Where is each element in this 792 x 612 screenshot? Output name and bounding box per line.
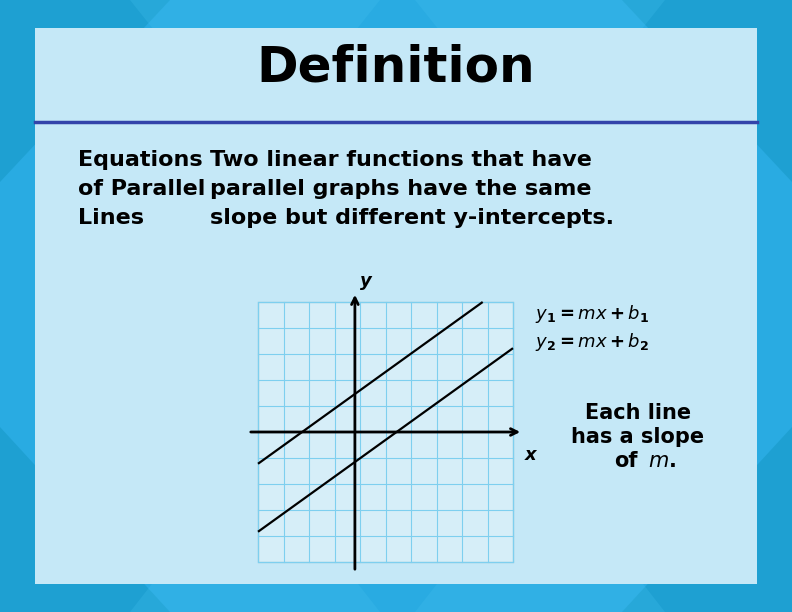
Text: $\bf{\mathit{y}}_{\bf{2}} = \bf{\mathit{mx}} + \bf{\mathit{b}}_{\bf{2}}$: $\bf{\mathit{y}}_{\bf{2}} = \bf{\mathit{… (535, 331, 649, 353)
Polygon shape (0, 427, 170, 612)
FancyBboxPatch shape (35, 28, 757, 584)
Polygon shape (415, 452, 665, 612)
Text: x: x (525, 446, 537, 464)
FancyBboxPatch shape (258, 302, 513, 562)
Text: has a slope: has a slope (572, 427, 705, 447)
Polygon shape (130, 452, 380, 612)
Polygon shape (130, 0, 380, 157)
Polygon shape (415, 0, 665, 157)
Text: $\mathit{m}$.: $\mathit{m}$. (648, 451, 676, 471)
Polygon shape (622, 0, 792, 182)
Text: $\bf{\mathit{y}}_{\bf{1}} = \bf{\mathit{mx}} + \bf{\mathit{b}}_{\bf{1}}$: $\bf{\mathit{y}}_{\bf{1}} = \bf{\mathit{… (535, 303, 649, 325)
Text: Two linear functions that have
parallel graphs have the same
slope but different: Two linear functions that have parallel … (210, 150, 614, 228)
Text: Each line: Each line (585, 403, 691, 423)
Text: Definition: Definition (257, 43, 535, 91)
Text: y: y (360, 272, 371, 290)
Polygon shape (622, 427, 792, 612)
Text: of: of (615, 451, 638, 471)
Polygon shape (0, 0, 170, 182)
Text: Equations
of Parallel
Lines: Equations of Parallel Lines (78, 150, 205, 228)
